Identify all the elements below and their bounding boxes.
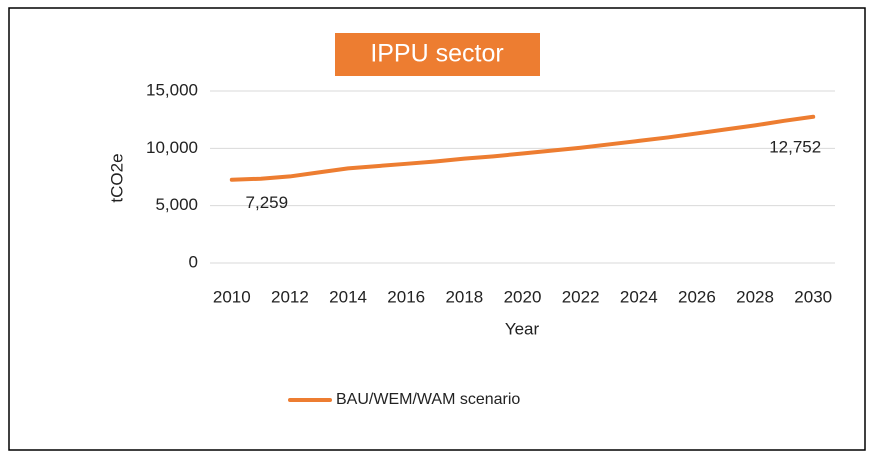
x-tick-label: 2022 [562,287,600,306]
legend-label: BAU/WEM/WAM scenario [336,391,520,408]
x-tick-label: 2018 [445,287,483,306]
y-tick-label: 15,000 [146,80,198,99]
title-box [335,33,540,76]
x-tick-label: 2014 [329,287,367,306]
x-tick-label: 2024 [620,287,658,306]
data-line [229,114,816,182]
data-label: 7,259 [246,193,289,212]
x-tick-label: 2030 [794,287,832,306]
x-axis-label: Year [505,319,540,338]
data-label: 12,752 [769,137,821,156]
chart-title: IPPU sector [370,40,503,68]
chart-frame [8,7,866,451]
y-tick-label: 10,000 [146,138,198,157]
x-tick-label: 2026 [678,287,716,306]
x-tick-label: 2020 [504,287,542,306]
x-tick-label: 2012 [271,287,309,306]
x-tick-label: 2028 [736,287,774,306]
y-tick-label: 0 [189,252,198,271]
x-tick-label: 2016 [387,287,425,306]
y-axis-label: tCO2e [107,153,126,202]
x-tick-label: 2010 [213,287,251,306]
y-tick-label: 5,000 [155,195,198,214]
